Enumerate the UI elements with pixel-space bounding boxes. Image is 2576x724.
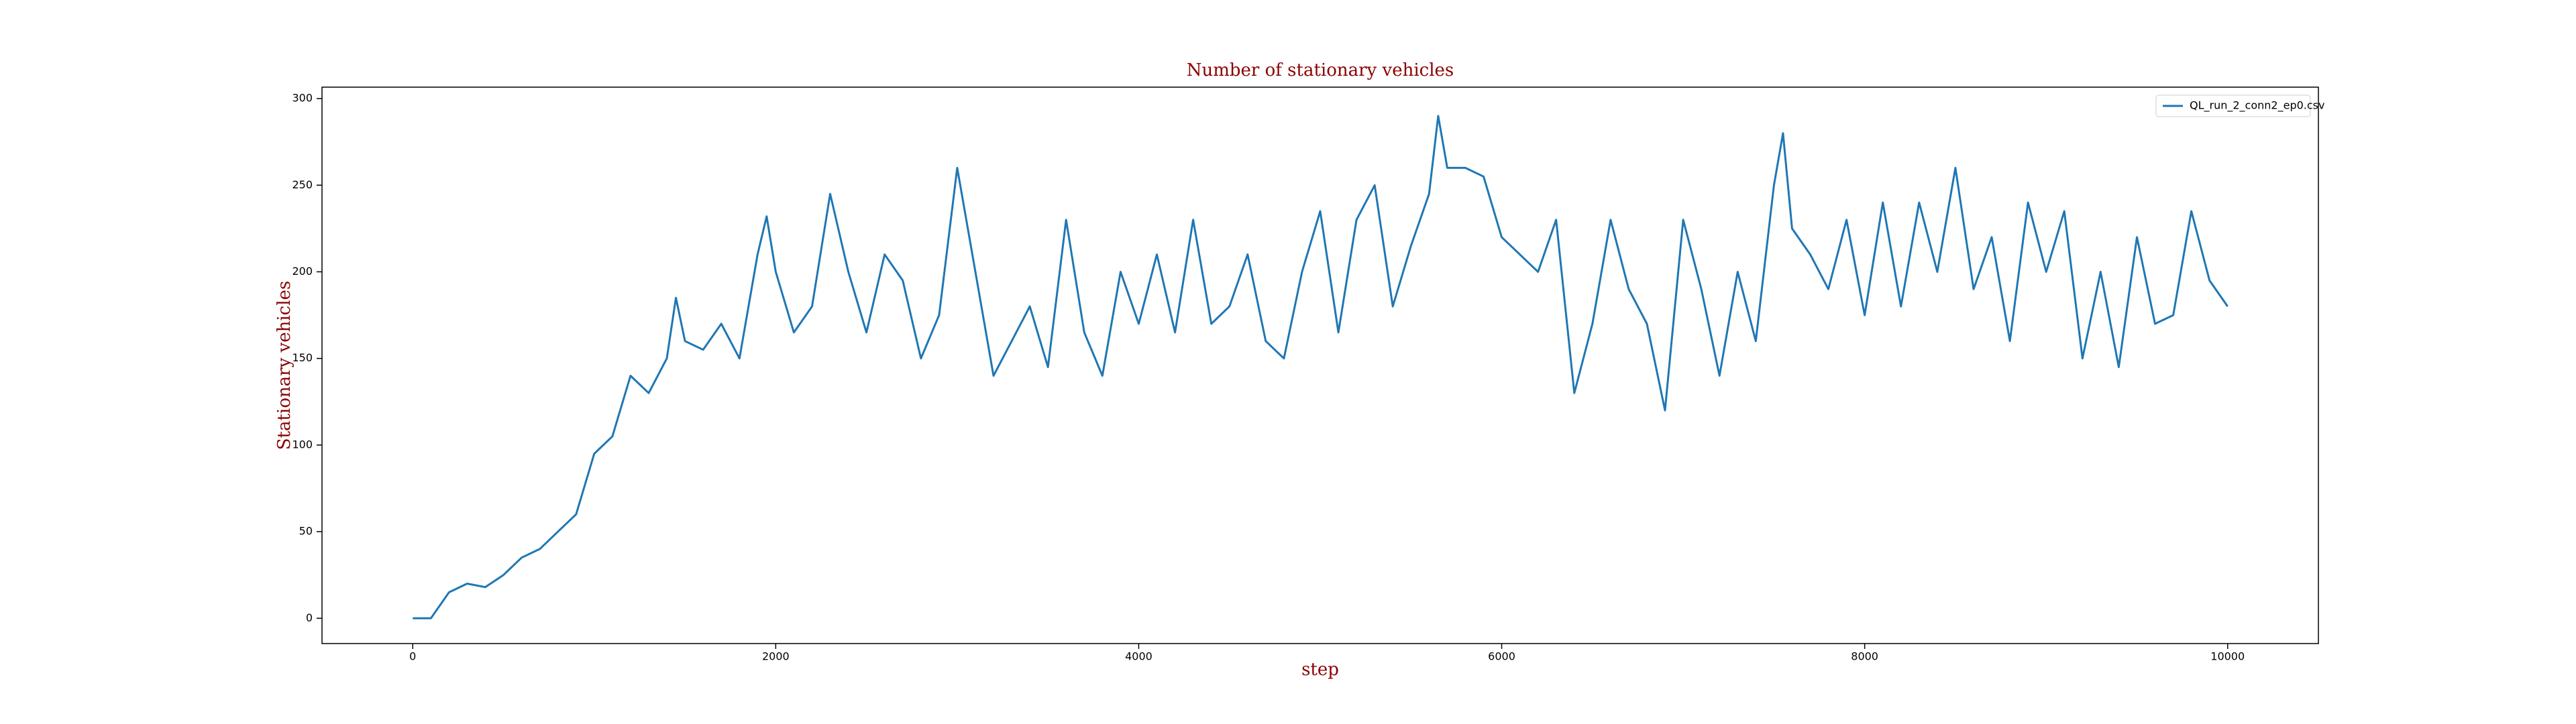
y-tick-label: 0 (306, 611, 313, 624)
y-tick-label: 50 (299, 525, 313, 538)
plot-frame (321, 86, 2319, 644)
y-tick-label: 200 (292, 265, 313, 278)
y-tick-label: 250 (292, 178, 313, 191)
x-tick-label: 4000 (1125, 650, 1152, 663)
legend-box (2155, 95, 2311, 117)
x-tick-label: 6000 (1488, 650, 1515, 663)
legend-label: QL_run_2_conn2_ep0.csv (2190, 99, 2324, 113)
y-tick-label: 150 (292, 351, 313, 364)
series-line (413, 115, 2229, 619)
x-tick-label: 10000 (2210, 650, 2245, 663)
y-tick-label: 300 (292, 92, 313, 105)
chart-title: Number of stationary vehicles (1187, 60, 1454, 80)
x-tick-label: 2000 (762, 650, 790, 663)
y-axis-label: Stationary vehicles (274, 281, 294, 450)
y-tick-label: 100 (292, 438, 313, 450)
x-tick-label: 8000 (1851, 650, 1878, 663)
x-axis-label: step (1301, 660, 1339, 680)
x-tick-label: 0 (409, 650, 416, 663)
